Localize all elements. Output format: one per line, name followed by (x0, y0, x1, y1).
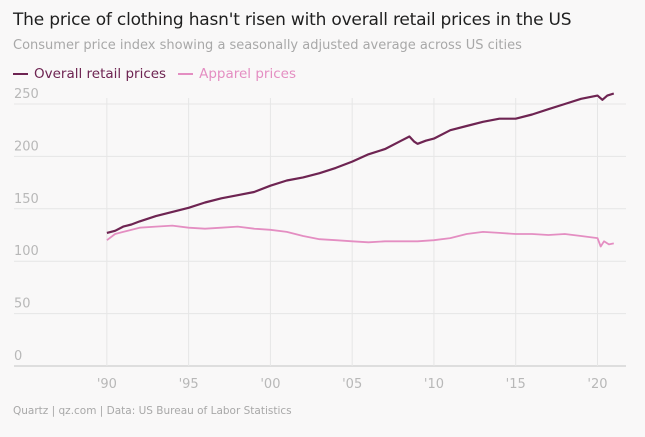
y-tick-label-150: 150 (14, 192, 39, 207)
legend-label-overall: Overall retail prices (34, 66, 167, 82)
y-tick-label-0: 0 (14, 349, 22, 364)
legend-swatch-overall (13, 73, 28, 75)
legend-item-overall: Overall retail prices (13, 66, 166, 82)
x-tick-label-2010: '10 (424, 377, 444, 392)
x-tick-label-1995: '95 (179, 377, 199, 392)
x-tick-label-1990: '90 (97, 377, 117, 392)
series-line-apparel (106, 224, 614, 248)
y-tick-label-50: 50 (14, 297, 31, 312)
x-tick-label-2015: '15 (506, 377, 526, 392)
legend: Overall retail prices Apparel prices (13, 66, 308, 82)
grid (14, 98, 626, 367)
legend-swatch-apparel (178, 73, 194, 75)
x-tick-label-2020: '20 (587, 377, 607, 392)
x-tick-label-2005: '05 (342, 377, 362, 392)
series-line-overall (106, 92, 615, 234)
y-tick-label-250: 250 (14, 87, 39, 102)
x-tick-label-2000: '00 (260, 377, 280, 392)
legend-item-apparel: Apparel prices (178, 66, 296, 82)
chart-subtitle: Consumer price index showing a seasonall… (13, 38, 522, 53)
legend-label-apparel: Apparel prices (199, 66, 296, 82)
chart-title: The price of clothing hasn't risen with … (13, 10, 572, 30)
y-tick-label-100: 100 (14, 244, 39, 259)
series (106, 92, 615, 248)
y-tick-label-200: 200 (14, 139, 39, 154)
axes: 0 50 100 150 200 250 '90 '95 '00 '05 '10 '15 '20 (14, 87, 608, 392)
source-footer: Quartz | qz.com | Data: US Bureau of Lab… (13, 405, 292, 417)
